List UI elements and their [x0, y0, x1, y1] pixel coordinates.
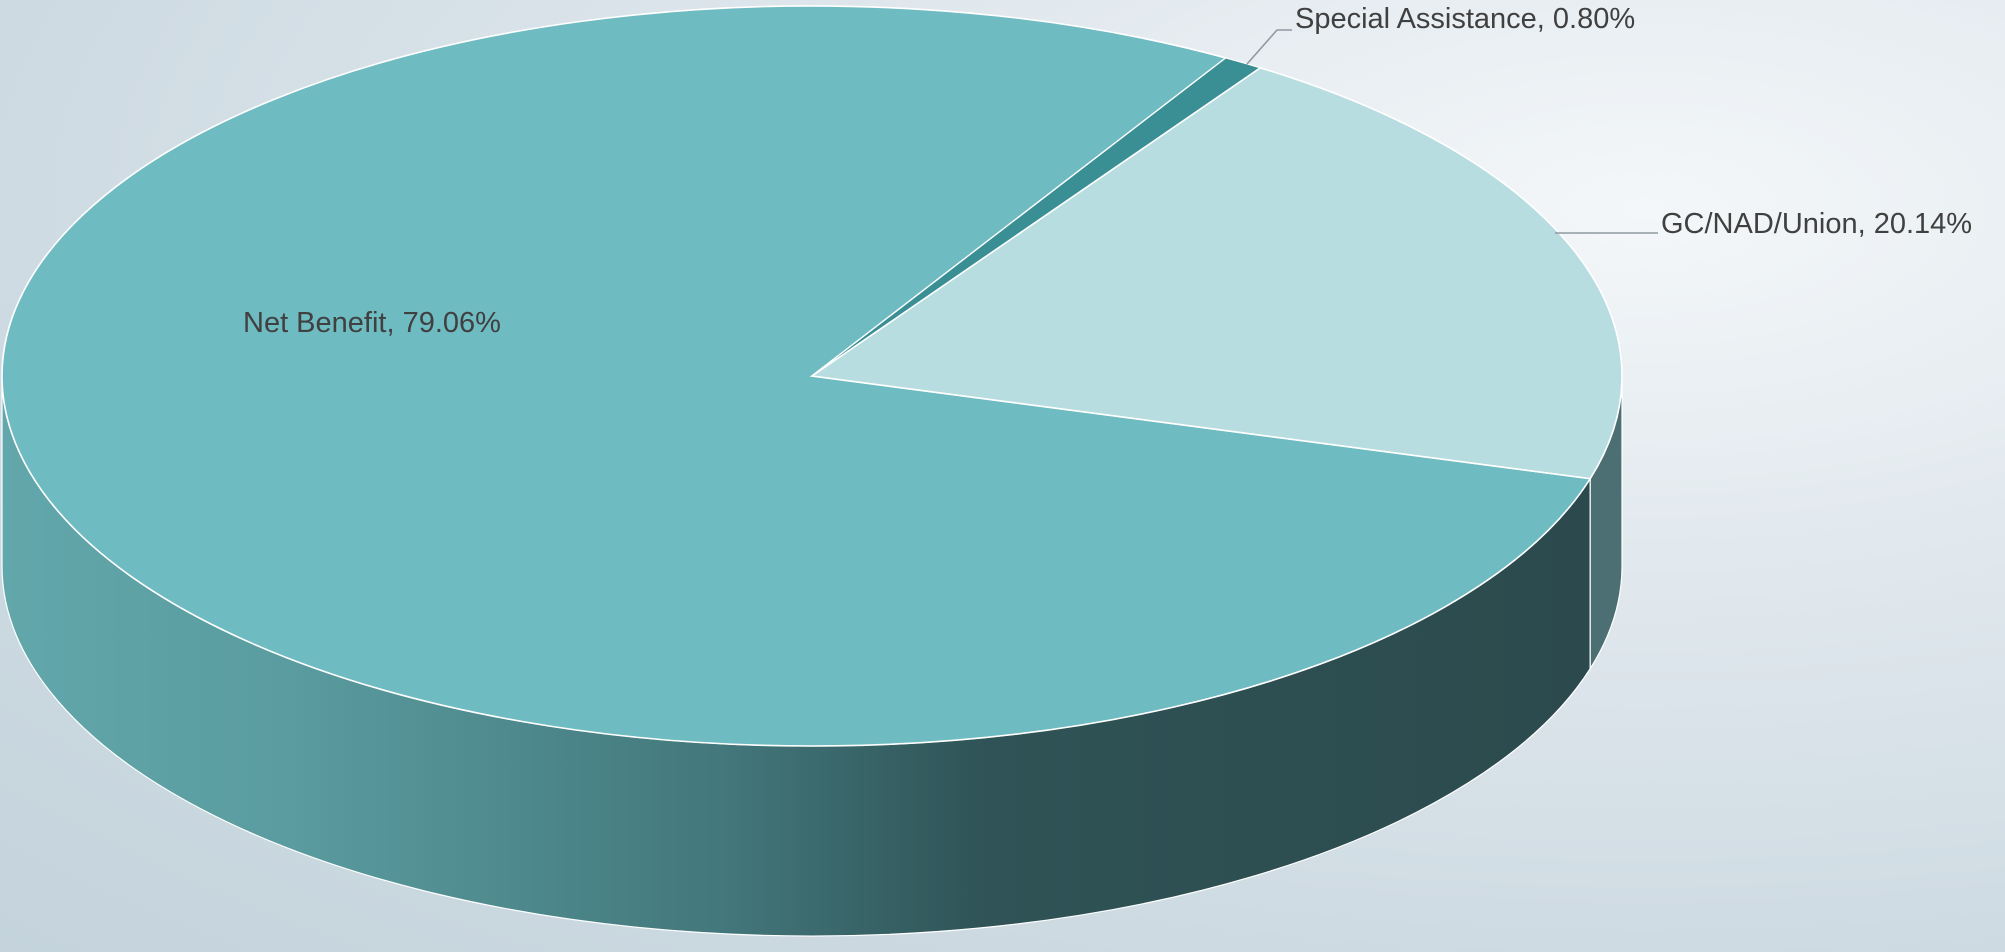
label-net-benefit: Net Benefit, 79.06% — [243, 307, 501, 339]
slice-gc-nad-union[interactable] — [809, 66, 1623, 480]
label-special-assistance: Special Assistance, 0.80% — [1295, 3, 1635, 35]
leader-line-special-assistance — [1246, 29, 1292, 65]
slice-net-benefit[interactable] — [1, 5, 1592, 747]
label-gc-nad-union: GC/NAD/Union, 20.14% — [1661, 208, 1972, 240]
